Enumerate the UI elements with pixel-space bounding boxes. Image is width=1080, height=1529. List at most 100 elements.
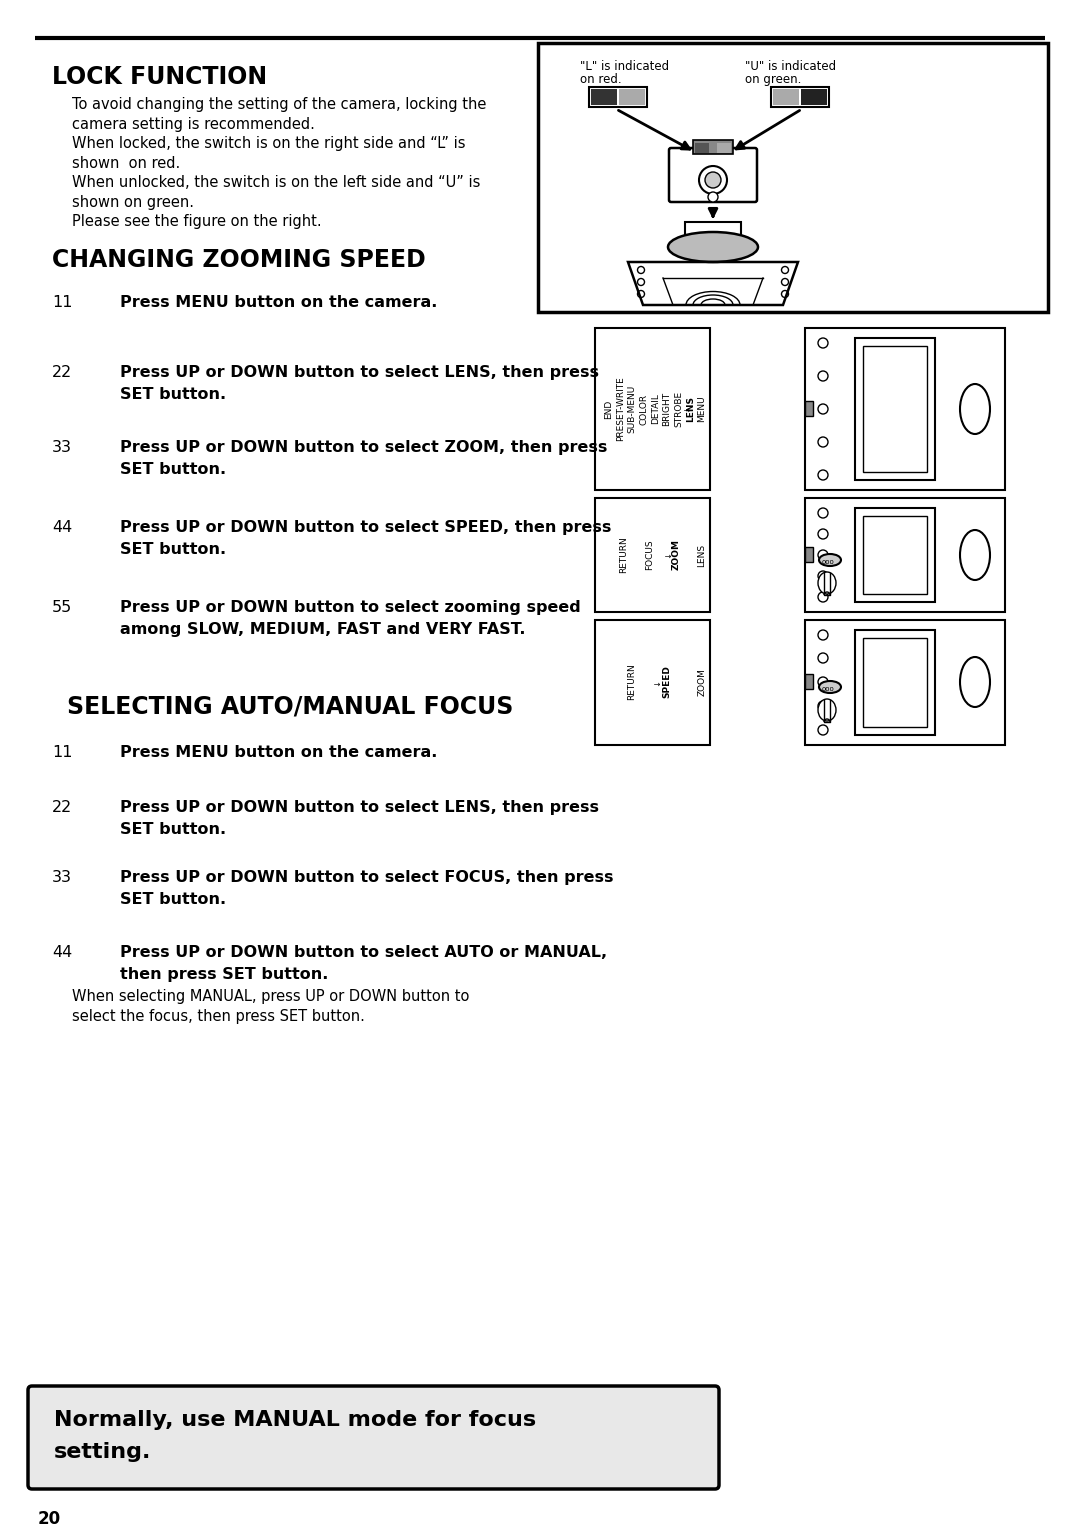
Text: select the focus, then press SET button.: select the focus, then press SET button. bbox=[72, 1009, 365, 1023]
Bar bbox=[805, 401, 813, 416]
Text: CHANGING ZOOMING SPEED: CHANGING ZOOMING SPEED bbox=[52, 248, 426, 272]
Bar bbox=[805, 498, 1005, 612]
Circle shape bbox=[708, 193, 718, 202]
Text: SET button.: SET button. bbox=[120, 823, 226, 836]
Text: ooo: ooo bbox=[822, 687, 835, 693]
Text: SET button.: SET button. bbox=[120, 541, 226, 557]
Text: When selecting MANUAL, press UP or DOWN button to: When selecting MANUAL, press UP or DOWN … bbox=[72, 989, 470, 1005]
Bar bbox=[805, 329, 1005, 489]
FancyBboxPatch shape bbox=[28, 1385, 719, 1489]
Bar bbox=[773, 89, 799, 106]
Text: SET button.: SET button. bbox=[120, 891, 226, 907]
Text: 11: 11 bbox=[52, 295, 72, 310]
Text: COLOR: COLOR bbox=[639, 393, 648, 425]
Text: SET button.: SET button. bbox=[120, 462, 226, 477]
Bar bbox=[685, 222, 741, 240]
Text: 55: 55 bbox=[52, 599, 72, 615]
Ellipse shape bbox=[819, 553, 841, 566]
Text: Normally, use MANUAL mode for focus: Normally, use MANUAL mode for focus bbox=[54, 1410, 536, 1430]
Text: on green.: on green. bbox=[745, 73, 801, 86]
Text: ZOOM: ZOOM bbox=[672, 540, 680, 570]
Text: 44: 44 bbox=[52, 520, 72, 535]
Text: BRIGHT: BRIGHT bbox=[662, 391, 672, 427]
Text: 33: 33 bbox=[52, 870, 72, 885]
Text: RETURN: RETURN bbox=[627, 664, 636, 700]
Text: 20: 20 bbox=[38, 1511, 62, 1527]
Text: PRESET-WRITE: PRESET-WRITE bbox=[616, 376, 625, 442]
Ellipse shape bbox=[819, 680, 841, 693]
Text: among SLOW, MEDIUM, FAST and VERY FAST.: among SLOW, MEDIUM, FAST and VERY FAST. bbox=[120, 622, 526, 638]
Text: SET button.: SET button. bbox=[120, 387, 226, 402]
Text: Press UP or DOWN button to select AUTO or MANUAL,: Press UP or DOWN button to select AUTO o… bbox=[120, 945, 607, 960]
Text: DETAIL: DETAIL bbox=[651, 393, 660, 425]
Text: LENS: LENS bbox=[698, 543, 706, 567]
Text: 11: 11 bbox=[52, 745, 72, 760]
Text: ↓: ↓ bbox=[663, 552, 673, 558]
Text: on red.: on red. bbox=[580, 73, 622, 86]
Bar bbox=[696, 144, 708, 153]
Bar bbox=[595, 498, 710, 612]
Text: ↓: ↓ bbox=[683, 405, 691, 413]
Text: Press UP or DOWN button to select LENS, then press: Press UP or DOWN button to select LENS, … bbox=[120, 800, 599, 815]
Text: LENS: LENS bbox=[686, 396, 694, 422]
Text: 22: 22 bbox=[52, 365, 72, 381]
Text: END: END bbox=[604, 399, 613, 419]
Text: To avoid changing the setting of the camera, locking the: To avoid changing the setting of the cam… bbox=[72, 96, 486, 112]
Bar bbox=[863, 515, 927, 593]
Circle shape bbox=[699, 167, 727, 194]
Ellipse shape bbox=[818, 699, 836, 722]
Text: When locked, the switch is on the right side and “L” is: When locked, the switch is on the right … bbox=[72, 136, 465, 151]
Bar bbox=[863, 638, 927, 726]
Ellipse shape bbox=[818, 572, 836, 593]
Text: then press SET button.: then press SET button. bbox=[120, 966, 328, 982]
Text: SUB-MENU: SUB-MENU bbox=[627, 385, 636, 433]
Bar bbox=[591, 89, 617, 106]
Text: Press UP or DOWN button to select ZOOM, then press: Press UP or DOWN button to select ZOOM, … bbox=[120, 440, 607, 456]
Text: When unlocked, the switch is on the left side and “U” is: When unlocked, the switch is on the left… bbox=[72, 174, 481, 190]
Text: Press UP or DOWN button to select LENS, then press: Press UP or DOWN button to select LENS, … bbox=[120, 365, 599, 381]
Text: 33: 33 bbox=[52, 440, 72, 456]
Bar bbox=[595, 329, 710, 489]
Bar bbox=[595, 619, 710, 745]
Bar bbox=[801, 89, 827, 106]
Text: shown  on red.: shown on red. bbox=[72, 156, 180, 171]
Text: ooo: ooo bbox=[822, 560, 835, 566]
Text: RETURN: RETURN bbox=[619, 537, 627, 573]
Bar bbox=[619, 89, 645, 106]
Text: "U" is indicated: "U" is indicated bbox=[745, 60, 836, 73]
Text: Press UP or DOWN button to select zooming speed: Press UP or DOWN button to select zoomin… bbox=[120, 599, 581, 615]
Bar bbox=[538, 43, 1048, 312]
Text: Press UP or DOWN button to select SPEED, then press: Press UP or DOWN button to select SPEED,… bbox=[120, 520, 611, 535]
Bar bbox=[855, 508, 935, 602]
Text: Please see the figure on the right.: Please see the figure on the right. bbox=[72, 214, 322, 229]
Text: ZOOM: ZOOM bbox=[698, 668, 706, 696]
Text: camera setting is recommended.: camera setting is recommended. bbox=[72, 116, 315, 131]
Text: SELECTING AUTO/MANUAL FOCUS: SELECTING AUTO/MANUAL FOCUS bbox=[67, 696, 513, 719]
Bar bbox=[589, 87, 647, 107]
Bar bbox=[693, 141, 733, 154]
Text: MENU: MENU bbox=[698, 396, 706, 422]
FancyBboxPatch shape bbox=[669, 148, 757, 202]
Text: setting.: setting. bbox=[54, 1442, 151, 1462]
Bar bbox=[855, 338, 935, 480]
Text: FOCUS: FOCUS bbox=[645, 540, 654, 570]
Text: 22: 22 bbox=[52, 800, 72, 815]
Bar bbox=[805, 547, 813, 563]
Bar bbox=[771, 87, 829, 107]
Circle shape bbox=[705, 171, 721, 188]
Text: "L" is indicated: "L" is indicated bbox=[580, 60, 670, 73]
Text: Press MENU button on the camera.: Press MENU button on the camera. bbox=[120, 295, 437, 310]
Text: SPEED: SPEED bbox=[662, 665, 672, 699]
Text: ↓: ↓ bbox=[652, 679, 661, 685]
Bar bbox=[863, 346, 927, 472]
Text: 44: 44 bbox=[52, 945, 72, 960]
Bar bbox=[717, 144, 731, 153]
Text: shown on green.: shown on green. bbox=[72, 194, 194, 209]
Text: Press UP or DOWN button to select FOCUS, then press: Press UP or DOWN button to select FOCUS,… bbox=[120, 870, 613, 885]
Bar bbox=[805, 674, 813, 690]
Text: Press MENU button on the camera.: Press MENU button on the camera. bbox=[120, 745, 437, 760]
Bar bbox=[805, 619, 1005, 745]
Text: LOCK FUNCTION: LOCK FUNCTION bbox=[52, 66, 267, 89]
Bar bbox=[855, 630, 935, 735]
Text: STROBE: STROBE bbox=[674, 391, 684, 427]
